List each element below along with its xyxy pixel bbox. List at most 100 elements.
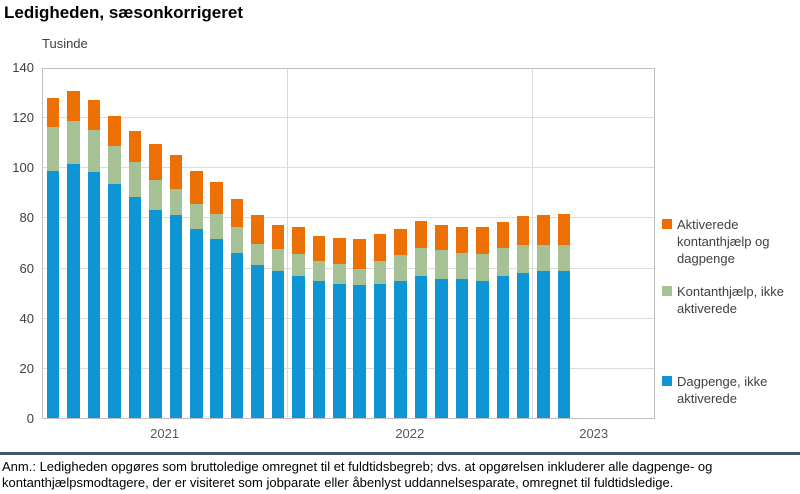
gridline-y-120: [43, 117, 654, 119]
bar-segment-kontanthjaelp-2022-03: [333, 263, 346, 284]
bar-segment-aktiverede-2021-03: [87, 99, 101, 130]
y-axis-tick-120: 120: [12, 110, 34, 126]
bar-segment-aktiverede-2023-02: [557, 213, 571, 246]
bar-2022-04: [353, 238, 366, 418]
bar-2022-08: [435, 224, 448, 418]
bar-segment-kontanthjaelp-2022-11: [496, 247, 509, 277]
footnote: Anm.: Ledigheden opgøres som bruttoledig…: [2, 459, 713, 490]
bar-segment-kontanthjaelp-2022-08: [435, 250, 448, 279]
bar-segment-dagpenge-2022-05: [373, 283, 387, 418]
bar-segment-dagpenge-2022-07: [414, 276, 428, 418]
bar-segment-dagpenge-2022-01: [292, 276, 305, 418]
bar-segment-aktiverede-2021-12: [271, 224, 285, 249]
bar-2021-10: [230, 198, 244, 418]
legend-label: Aktiverede kontanthjælp og dagpenge: [677, 217, 770, 267]
bar-2022-03: [333, 237, 346, 418]
y-axis-tick-40: 40: [19, 310, 34, 326]
bar-segment-kontanthjaelp-2021-06: [149, 179, 162, 210]
bar-segment-aktiverede-2022-09: [455, 227, 469, 253]
bar-segment-dagpenge-2021-06: [149, 209, 162, 418]
bar-segment-dagpenge-2023-02: [557, 271, 571, 418]
bar-segment-kontanthjaelp-2022-06: [394, 255, 407, 282]
bar-segment-kontanthjaelp-2021-03: [87, 129, 101, 173]
bar-segment-aktiverede-2021-04: [108, 115, 121, 146]
gridline-y-80: [43, 217, 654, 219]
legend-item-dagpenge: Dagpenge, ikke aktiverede: [662, 373, 800, 407]
bar-segment-aktiverede-2021-07: [169, 154, 183, 189]
bar-segment-aktiverede-2021-08: [190, 171, 203, 204]
bar-segment-aktiverede-2022-02: [312, 236, 326, 262]
bar-segment-kontanthjaelp-2022-01: [292, 253, 305, 277]
year-divider: [532, 69, 534, 418]
y-axis-tick-100: 100: [12, 160, 34, 176]
bar-segment-aktiverede-2022-03: [333, 237, 346, 264]
legend: Aktiverede kontanthjælp og dagpenge Kont…: [662, 68, 800, 419]
bar-2022-01: [292, 227, 305, 418]
bar-segment-dagpenge-2021-05: [128, 197, 142, 418]
bar-segment-kontanthjaelp-2021-10: [230, 227, 244, 253]
y-axis-tick-20: 20: [19, 360, 34, 376]
gridline-y-100: [43, 167, 654, 169]
bar-segment-aktiverede-2021-09: [210, 182, 223, 214]
y-axis-tick-60: 60: [19, 260, 34, 276]
bar-segment-dagpenge-2021-12: [271, 271, 285, 418]
legend-item-aktiverede: Aktiverede kontanthjælp og dagpenge: [662, 216, 800, 267]
bar-2021-09: [210, 182, 223, 418]
bar-segment-aktiverede-2022-06: [394, 228, 407, 256]
bar-2022-02: [312, 236, 326, 418]
bar-segment-dagpenge-2022-02: [312, 281, 326, 418]
legend-swatch-aktiverede: [662, 219, 672, 229]
bar-2023-01: [537, 214, 550, 418]
bar-segment-dagpenge-2022-06: [394, 281, 407, 418]
y-axis-tick-140: 140: [12, 60, 34, 75]
bar-segment-dagpenge-2022-08: [435, 278, 448, 418]
gridline-y-60: [43, 267, 654, 269]
bar-segment-kontanthjaelp-2022-12: [516, 245, 530, 273]
legend-swatch-dagpenge: [662, 376, 672, 386]
bar-segment-aktiverede-2022-05: [373, 233, 387, 262]
page-title: Ledigheden, sæsonkorrigeret: [4, 3, 243, 22]
plot-area: [42, 68, 655, 419]
bar-segment-dagpenge-2021-02: [67, 163, 80, 418]
bar-segment-dagpenge-2021-07: [169, 214, 183, 418]
bar-segment-kontanthjaelp-2023-02: [557, 245, 571, 272]
bar-2021-11: [251, 214, 264, 418]
gridline-y-20: [43, 367, 654, 369]
bar-segment-aktiverede-2021-10: [230, 198, 244, 228]
bar-2021-01: [46, 98, 60, 418]
y-axis-tick-0: 0: [26, 411, 34, 426]
gridline-y-40: [43, 317, 654, 319]
bar-segment-dagpenge-2021-01: [46, 171, 60, 418]
bar-2021-06: [149, 143, 162, 418]
bar-2021-03: [87, 99, 101, 418]
bar-2022-09: [455, 227, 469, 418]
bar-2022-06: [394, 228, 407, 418]
bar-segment-aktiverede-2022-12: [516, 216, 530, 246]
bar-2021-05: [128, 130, 142, 418]
bar-segment-aktiverede-2021-11: [251, 214, 264, 244]
bar-segment-kontanthjaelp-2022-07: [414, 247, 428, 277]
bar-segment-dagpenge-2022-10: [476, 281, 489, 418]
x-axis-year-label-2022: 2022: [395, 426, 425, 441]
bar-segment-aktiverede-2021-05: [128, 130, 142, 163]
bar-segment-kontanthjaelp-2021-12: [271, 248, 285, 272]
bar-segment-dagpenge-2022-12: [516, 272, 530, 418]
bar-segment-aktiverede-2022-01: [292, 227, 305, 254]
bar-segment-kontanthjaelp-2021-04: [108, 146, 121, 184]
footer-divider: [0, 452, 800, 455]
bar-2022-05: [373, 233, 387, 418]
bar-2023-02: [557, 213, 571, 418]
bar-segment-dagpenge-2021-10: [230, 252, 244, 418]
bar-segment-dagpenge-2021-11: [251, 265, 264, 418]
bar-2021-12: [271, 224, 285, 418]
bar-segment-aktiverede-2021-01: [46, 98, 60, 128]
bar-segment-aktiverede-2023-01: [537, 214, 550, 246]
bar-segment-kontanthjaelp-2021-11: [251, 243, 264, 266]
bar-segment-dagpenge-2021-08: [190, 228, 203, 418]
bar-2021-08: [190, 171, 203, 418]
y-axis-unit-label: Tusinde: [42, 36, 88, 51]
bar-segment-kontanthjaelp-2021-05: [128, 162, 142, 198]
bar-segment-aktiverede-2022-04: [353, 238, 366, 269]
bar-segment-kontanthjaelp-2022-09: [455, 252, 469, 279]
